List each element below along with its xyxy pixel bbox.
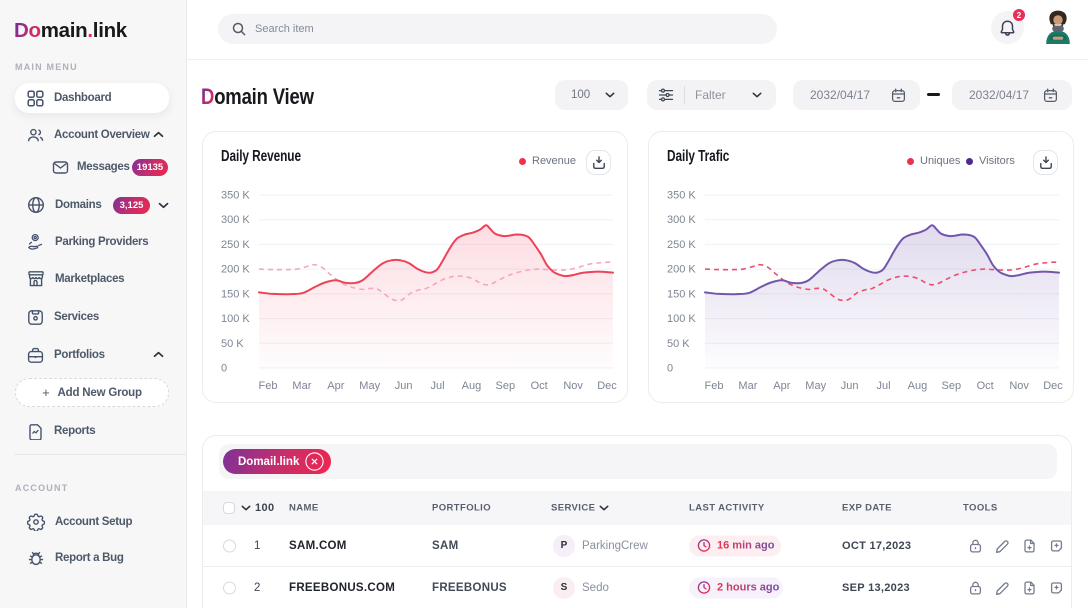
svg-text:100 K: 100 K [221,313,250,325]
svg-text:0: 0 [221,363,227,375]
svg-text:50 K: 50 K [667,338,690,350]
svg-text:0: 0 [667,363,673,375]
svg-text:150 K: 150 K [667,288,696,300]
svg-text:200 K: 200 K [221,264,250,276]
svg-text:Nov: Nov [1009,380,1029,392]
svg-text:350 K: 350 K [667,190,696,202]
svg-text:Sep: Sep [496,380,516,392]
svg-text:Aug: Aug [908,380,928,392]
svg-text:Apr: Apr [327,380,344,392]
svg-text:Jul: Jul [876,380,890,392]
svg-text:Oct: Oct [531,380,548,392]
svg-text:200 K: 200 K [667,264,696,276]
svg-text:May: May [359,380,380,392]
svg-text:Oct: Oct [977,380,994,392]
svg-text:Mar: Mar [292,380,311,392]
svg-text:250 K: 250 K [667,239,696,251]
svg-text:250 K: 250 K [221,239,250,251]
svg-text:100 K: 100 K [667,313,696,325]
svg-text:Feb: Feb [259,380,278,392]
svg-text:Jun: Jun [841,380,859,392]
svg-text:Aug: Aug [462,380,482,392]
svg-text:Dec: Dec [1043,380,1063,392]
svg-text:Jul: Jul [430,380,444,392]
svg-text:Nov: Nov [563,380,583,392]
svg-text:May: May [805,380,826,392]
svg-text:Feb: Feb [705,380,724,392]
svg-text:150 K: 150 K [221,288,250,300]
svg-text:Dec: Dec [597,380,617,392]
svg-text:Jun: Jun [395,380,413,392]
svg-text:Sep: Sep [942,380,962,392]
svg-text:350 K: 350 K [221,190,250,202]
svg-text:Apr: Apr [773,380,790,392]
svg-text:50 K: 50 K [221,338,244,350]
svg-text:300 K: 300 K [221,214,250,226]
svg-text:Mar: Mar [738,380,757,392]
svg-text:300 K: 300 K [667,214,696,226]
